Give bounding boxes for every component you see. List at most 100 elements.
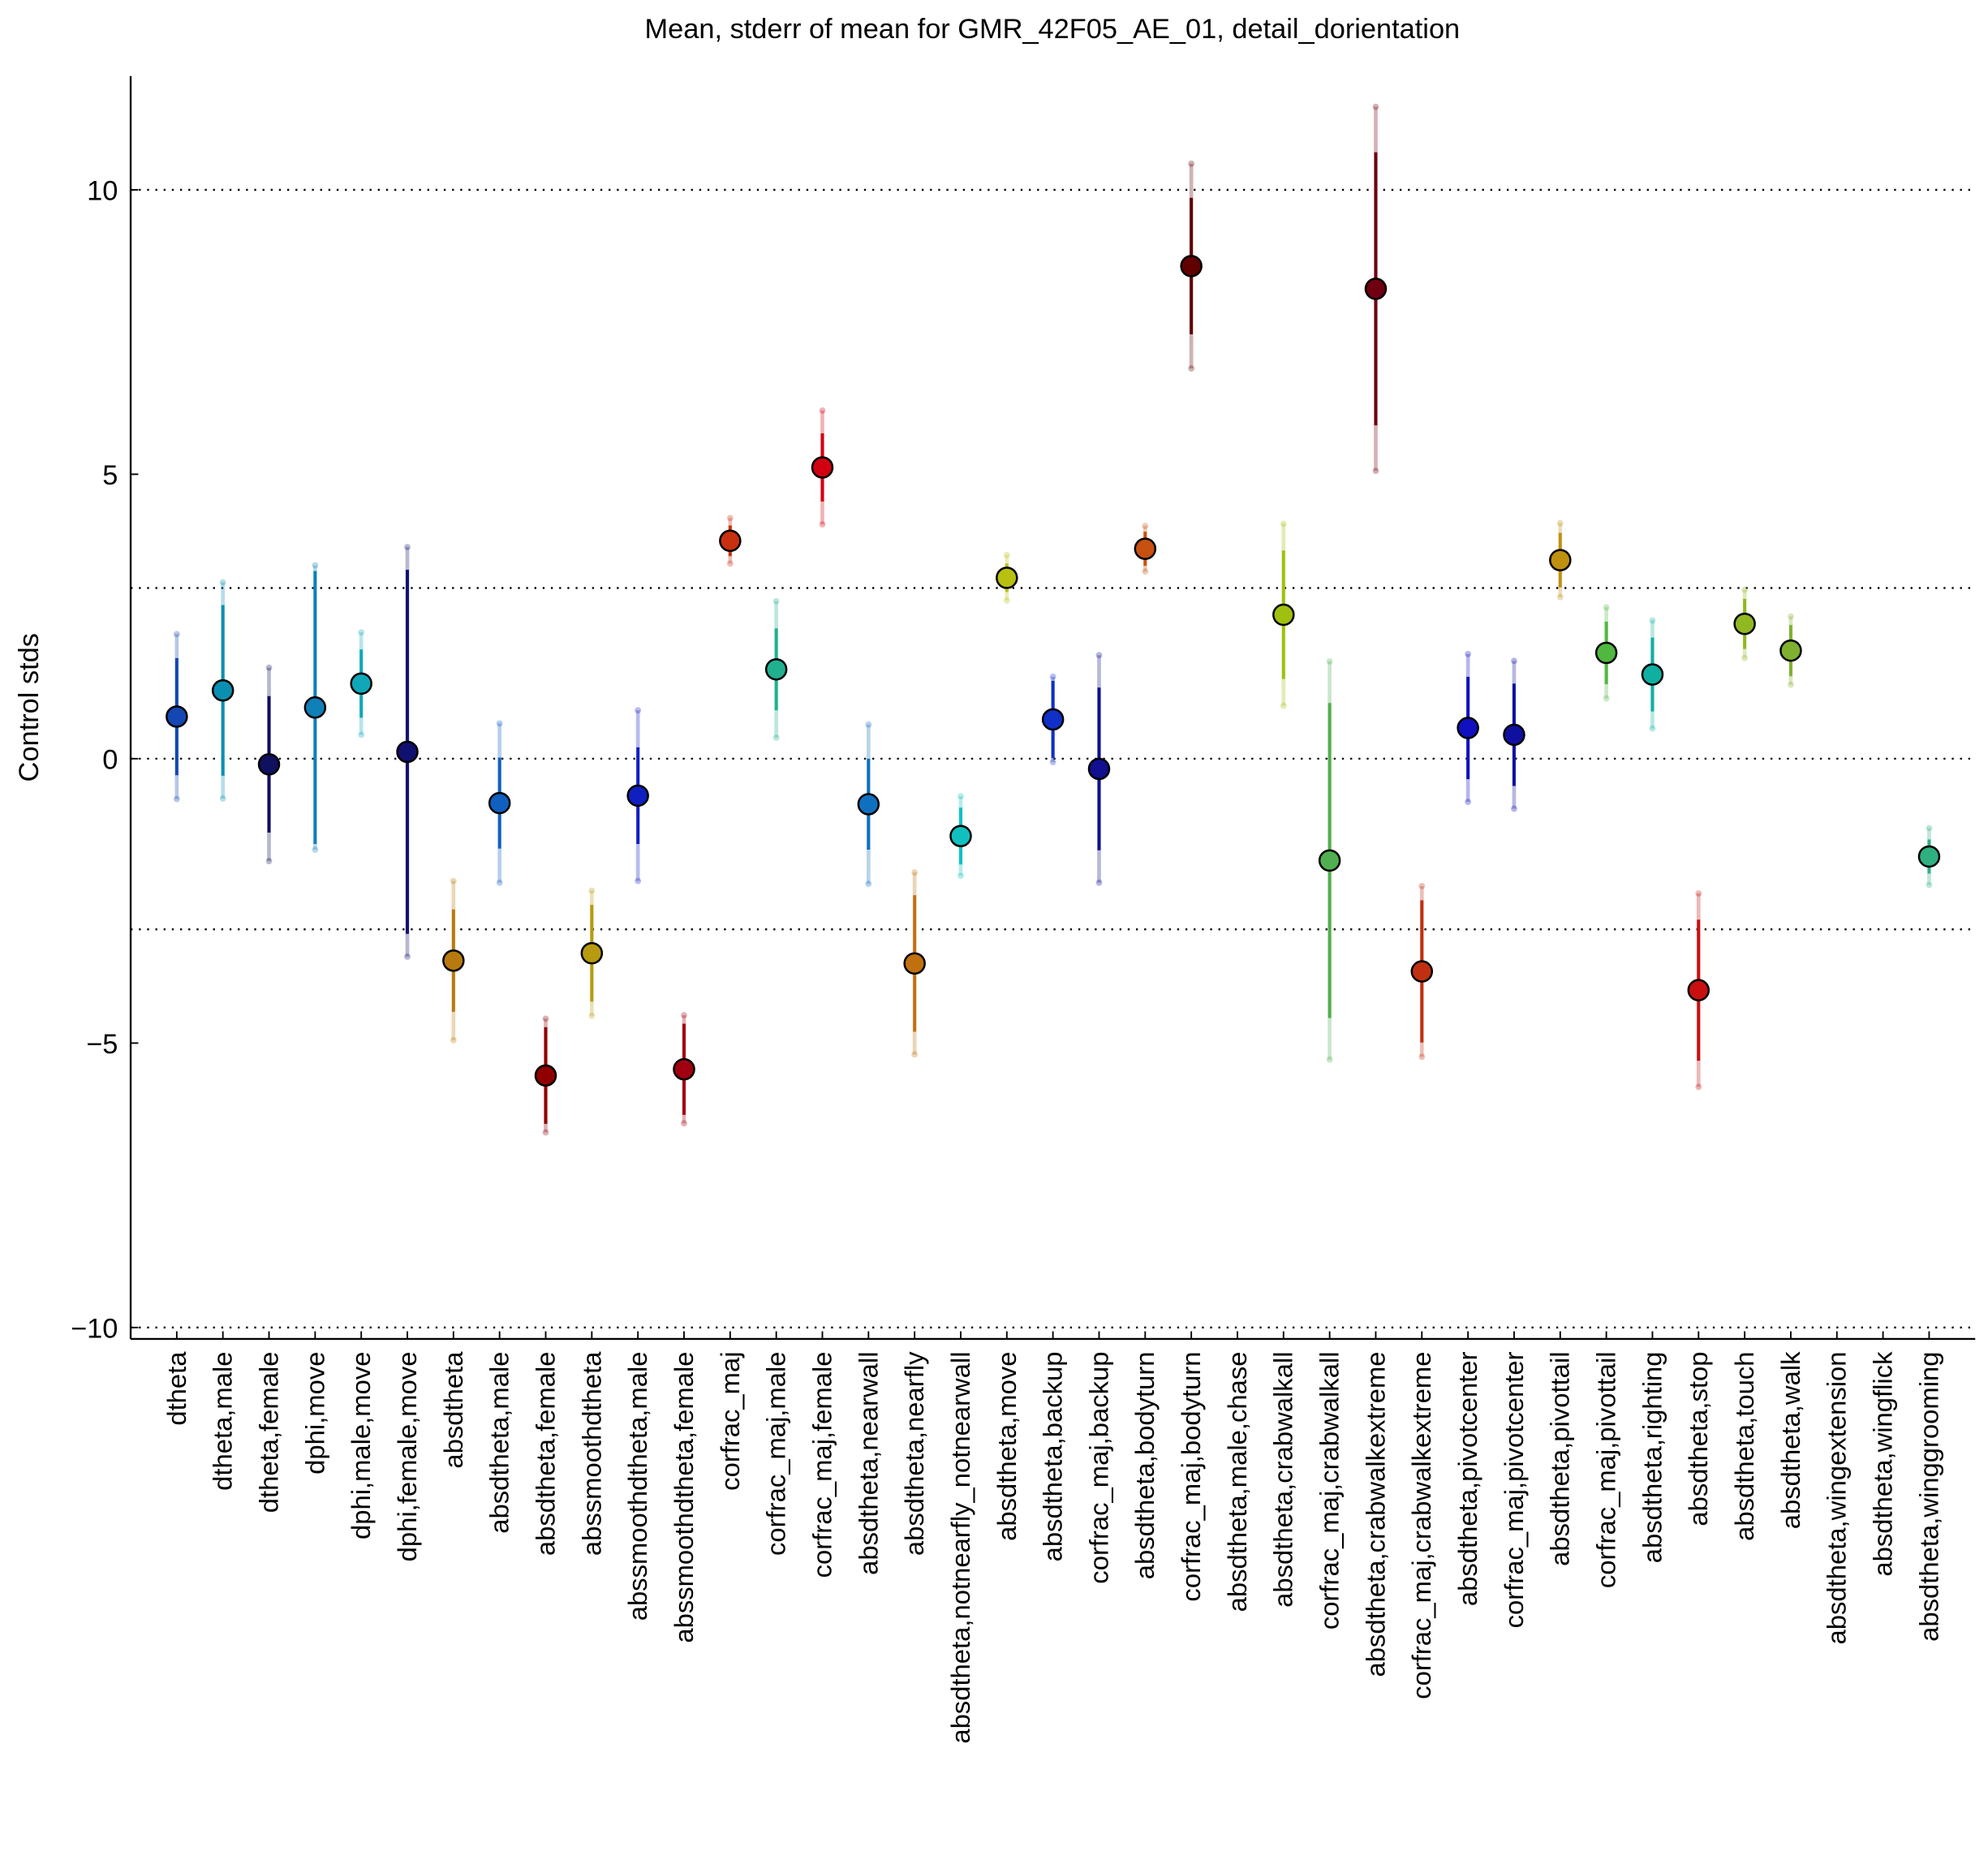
mean-marker (1364, 278, 1388, 300)
x-tick-label: abssmoothdtheta (576, 1351, 606, 1556)
mean-marker (996, 566, 1018, 589)
x-tick-label: absdtheta,nearfly (899, 1351, 929, 1556)
chart-title: Mean, stderr of mean for GMR_42F05_AE_01… (645, 14, 1461, 45)
spread-end (450, 877, 457, 885)
spread-end (1465, 651, 1472, 657)
spread-end (1372, 467, 1379, 475)
spread-end (1049, 674, 1056, 680)
spread-end (1280, 520, 1287, 527)
x-tick-label: absdtheta,crabwalkextreme (1360, 1351, 1390, 1677)
mean-marker (1779, 639, 1802, 662)
spread-end (635, 877, 642, 885)
x-tick-label: corfrac_maj,pivottail (1591, 1351, 1621, 1588)
mean-marker (811, 456, 834, 479)
x-tick-label: absdtheta,wingextension (1822, 1351, 1852, 1644)
spread-end (911, 869, 919, 876)
spread-end (312, 562, 319, 569)
mean-marker (1272, 603, 1295, 626)
mean-marker (673, 1057, 695, 1081)
mean-marker (1687, 979, 1710, 1001)
x-tick-label: corfrac_maj,backup (1083, 1351, 1113, 1583)
mean-marker (1180, 255, 1203, 278)
spread-end (1695, 1083, 1702, 1091)
mean-marker (257, 753, 281, 776)
spread-end (681, 1012, 687, 1018)
x-tick-label: dtheta,female (253, 1351, 283, 1513)
mean-marker (580, 941, 604, 965)
spread-end (772, 597, 780, 605)
spread-end (865, 880, 872, 888)
mean-marker (1917, 845, 1941, 868)
spread-end (1926, 881, 1933, 889)
mean-marker (211, 679, 235, 702)
x-tick-label: corfrac_maj (715, 1351, 745, 1490)
x-tick-label: absdtheta,move (992, 1351, 1022, 1540)
spread-end (312, 846, 319, 853)
x-tick-label: corfrac_maj,female (807, 1351, 837, 1578)
x-tick-label: dphi,move (299, 1351, 329, 1474)
spread-end (1465, 799, 1472, 806)
x-tick-label: absdtheta,stop (1683, 1351, 1713, 1526)
spread-end (496, 720, 503, 727)
spread-end (819, 521, 826, 528)
mean-marker (303, 696, 327, 719)
mean-marker (396, 740, 419, 764)
mean-marker (1410, 960, 1434, 983)
spread-end (358, 731, 365, 738)
mean-marker (1457, 717, 1479, 739)
x-tick-label: corfrac_maj,male (761, 1351, 791, 1556)
spread-end (957, 793, 964, 800)
mean-marker (719, 529, 742, 553)
x-tick-label: dphi,male,move (346, 1351, 376, 1539)
x-tick-label: absdtheta,male (484, 1351, 514, 1533)
mean-marker (166, 705, 188, 728)
mean-marker (1087, 757, 1111, 781)
x-tick-label: abssmoothdtheta,male (622, 1351, 652, 1621)
spread-end (1095, 879, 1103, 886)
spread-end (726, 515, 734, 522)
x-tick-label: absdtheta,winggrooming (1913, 1351, 1943, 1641)
x-tick-label: abssmoothdtheta,female (669, 1351, 699, 1643)
spread-end (819, 407, 826, 414)
spread-end (219, 579, 226, 586)
mean-marker (1041, 708, 1065, 731)
spread-end (265, 664, 273, 671)
spread-end (1142, 523, 1149, 530)
y-tick-label: 5 (102, 460, 118, 491)
spread-end (588, 1012, 596, 1019)
mean-marker (1641, 663, 1664, 686)
spread-end (1326, 658, 1333, 665)
spread-end (957, 872, 964, 880)
x-tick-label: absdtheta (438, 1351, 468, 1469)
mean-marker (949, 825, 972, 847)
mean-marker (903, 952, 926, 975)
spread-end (772, 734, 780, 741)
mean-marker (857, 793, 880, 816)
spread-end (1418, 1053, 1426, 1061)
x-tick-label: corfrac_maj,bodyturn (1176, 1351, 1206, 1601)
spread-end (1788, 681, 1794, 688)
x-tick-label: absdtheta,notnearfly_notnearwall (945, 1351, 975, 1743)
y-tick-label: 10 (87, 175, 118, 206)
x-tick-label: absdtheta,female (530, 1351, 560, 1556)
y-tick-label: 0 (102, 744, 118, 775)
spread-end (865, 721, 872, 728)
mean-marker (1134, 537, 1157, 560)
x-tick-label: dtheta,male (208, 1351, 238, 1490)
spread-end (1188, 160, 1195, 167)
mean-marker (764, 658, 788, 681)
spread-end (1188, 365, 1195, 372)
spread-end (1556, 593, 1564, 601)
spread-end (173, 631, 180, 638)
spread-end (1511, 805, 1517, 812)
x-tick-label: corfrac_maj,crabwalkall (1315, 1351, 1345, 1630)
spread-end (726, 560, 734, 567)
mean-marker (1594, 641, 1618, 665)
spread-end (265, 858, 273, 864)
spread-end (1418, 882, 1426, 889)
y-tick-label: −10 (71, 1313, 118, 1344)
spread-end (1741, 586, 1749, 593)
x-tick-label: absdtheta,crabwalkall (1268, 1351, 1298, 1607)
spread-end (1603, 604, 1610, 611)
